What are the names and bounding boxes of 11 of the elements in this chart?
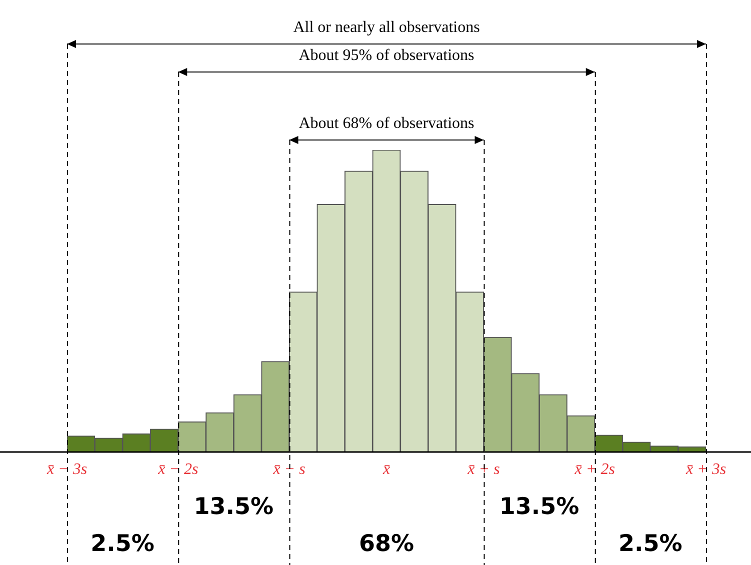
text: 2.5% bbox=[618, 530, 682, 557]
text: 13.5% bbox=[499, 494, 580, 520]
text: x̄ + 2s bbox=[574, 461, 615, 478]
text: 2.5% bbox=[90, 530, 154, 557]
text: All or nearly all observations bbox=[293, 19, 480, 36]
text: 13.5% bbox=[194, 494, 274, 520]
text: 68% bbox=[358, 530, 414, 557]
text: x̄ + 3s bbox=[684, 461, 726, 478]
text: About 68% of observations bbox=[298, 115, 474, 132]
text: About 95% of observations bbox=[298, 47, 474, 64]
text: x̄ bbox=[382, 461, 390, 478]
